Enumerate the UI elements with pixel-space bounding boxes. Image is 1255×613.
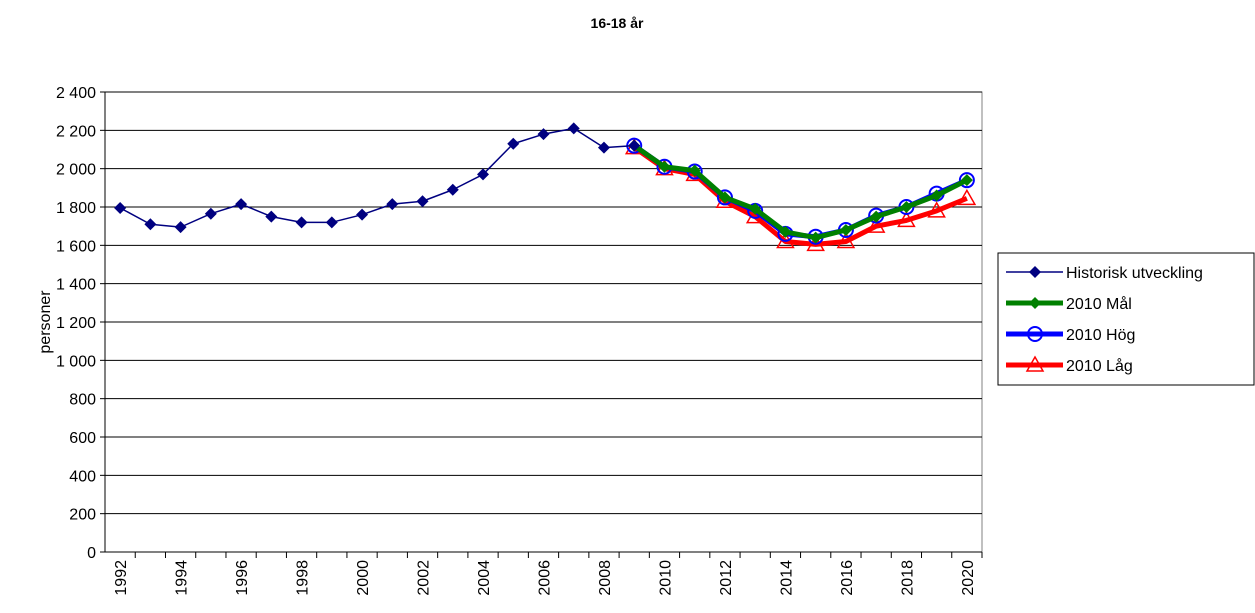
marker [597,141,610,154]
marker [927,201,946,218]
y-tick-label: 800 [69,392,96,409]
marker [507,137,520,150]
marker [446,183,459,196]
marker [325,216,338,229]
marker [295,216,308,229]
y-tick-label: 2 400 [56,85,96,102]
x-tick-label: 2008 [597,560,614,596]
marker [114,201,127,214]
marker [356,208,369,221]
marker [1029,266,1041,278]
marker [839,224,852,236]
marker [1025,355,1045,372]
marker [1029,297,1041,309]
marker [688,164,701,177]
y-tick-label: 400 [69,468,96,485]
marker [628,139,641,152]
marker [866,216,886,233]
marker [386,198,399,211]
x-tick-label: 2014 [778,560,795,596]
marker [1027,326,1043,342]
marker [870,210,883,223]
marker [144,218,157,231]
x-tick-label: 1998 [295,560,312,596]
y-tick-label: 1 400 [56,277,96,294]
y-tick-label: 200 [69,507,96,524]
marker [836,231,856,249]
marker [265,210,278,223]
x-tick-label: 1996 [234,560,251,596]
y-tick-label: 1 000 [56,353,96,370]
marker [537,128,550,141]
marker [416,195,429,208]
marker [958,172,975,189]
x-tick-label: 2012 [718,560,735,596]
x-tick-label: 1992 [113,560,130,596]
legend-label: 2010 Mål [1066,295,1132,313]
legend-label: 2010 Låg [1066,357,1133,375]
y-tick-label: 2 200 [56,123,96,140]
y-tick-label: 600 [69,430,96,447]
y-tick-label: 1 800 [56,200,96,217]
y-tick-label: 0 [87,545,96,562]
marker [235,198,248,211]
marker [900,201,913,213]
marker [204,207,217,220]
legend-label: 2010 Hög [1066,327,1135,344]
marker [809,231,822,244]
marker [749,202,762,215]
y-tick-label: 1 200 [56,315,96,332]
x-tick-label: 2020 [960,560,977,596]
marker [960,174,973,187]
marker [658,160,671,173]
marker [930,189,943,202]
y-tick-label: 1 600 [56,238,96,255]
x-tick-label: 2000 [355,560,372,596]
x-tick-label: 2018 [899,560,916,596]
marker [174,221,187,234]
marker [957,188,977,206]
marker [779,225,792,238]
y-axis-label: personer [37,290,54,354]
marker [567,122,580,135]
x-tick-label: 2002 [416,560,433,596]
marker [897,210,916,228]
y-tick-label: 2 000 [56,162,96,179]
x-tick-label: 2006 [537,560,554,596]
marker [718,191,731,204]
marker [477,168,490,181]
chart-title: 16-18 år [591,15,644,31]
x-tick-label: 2016 [839,560,856,596]
series-line [632,145,968,247]
x-tick-label: 2010 [657,560,674,596]
x-tick-label: 1994 [174,560,191,596]
x-tick-label: 2004 [476,560,493,596]
legend-label: Historisk utveckling [1066,265,1203,282]
